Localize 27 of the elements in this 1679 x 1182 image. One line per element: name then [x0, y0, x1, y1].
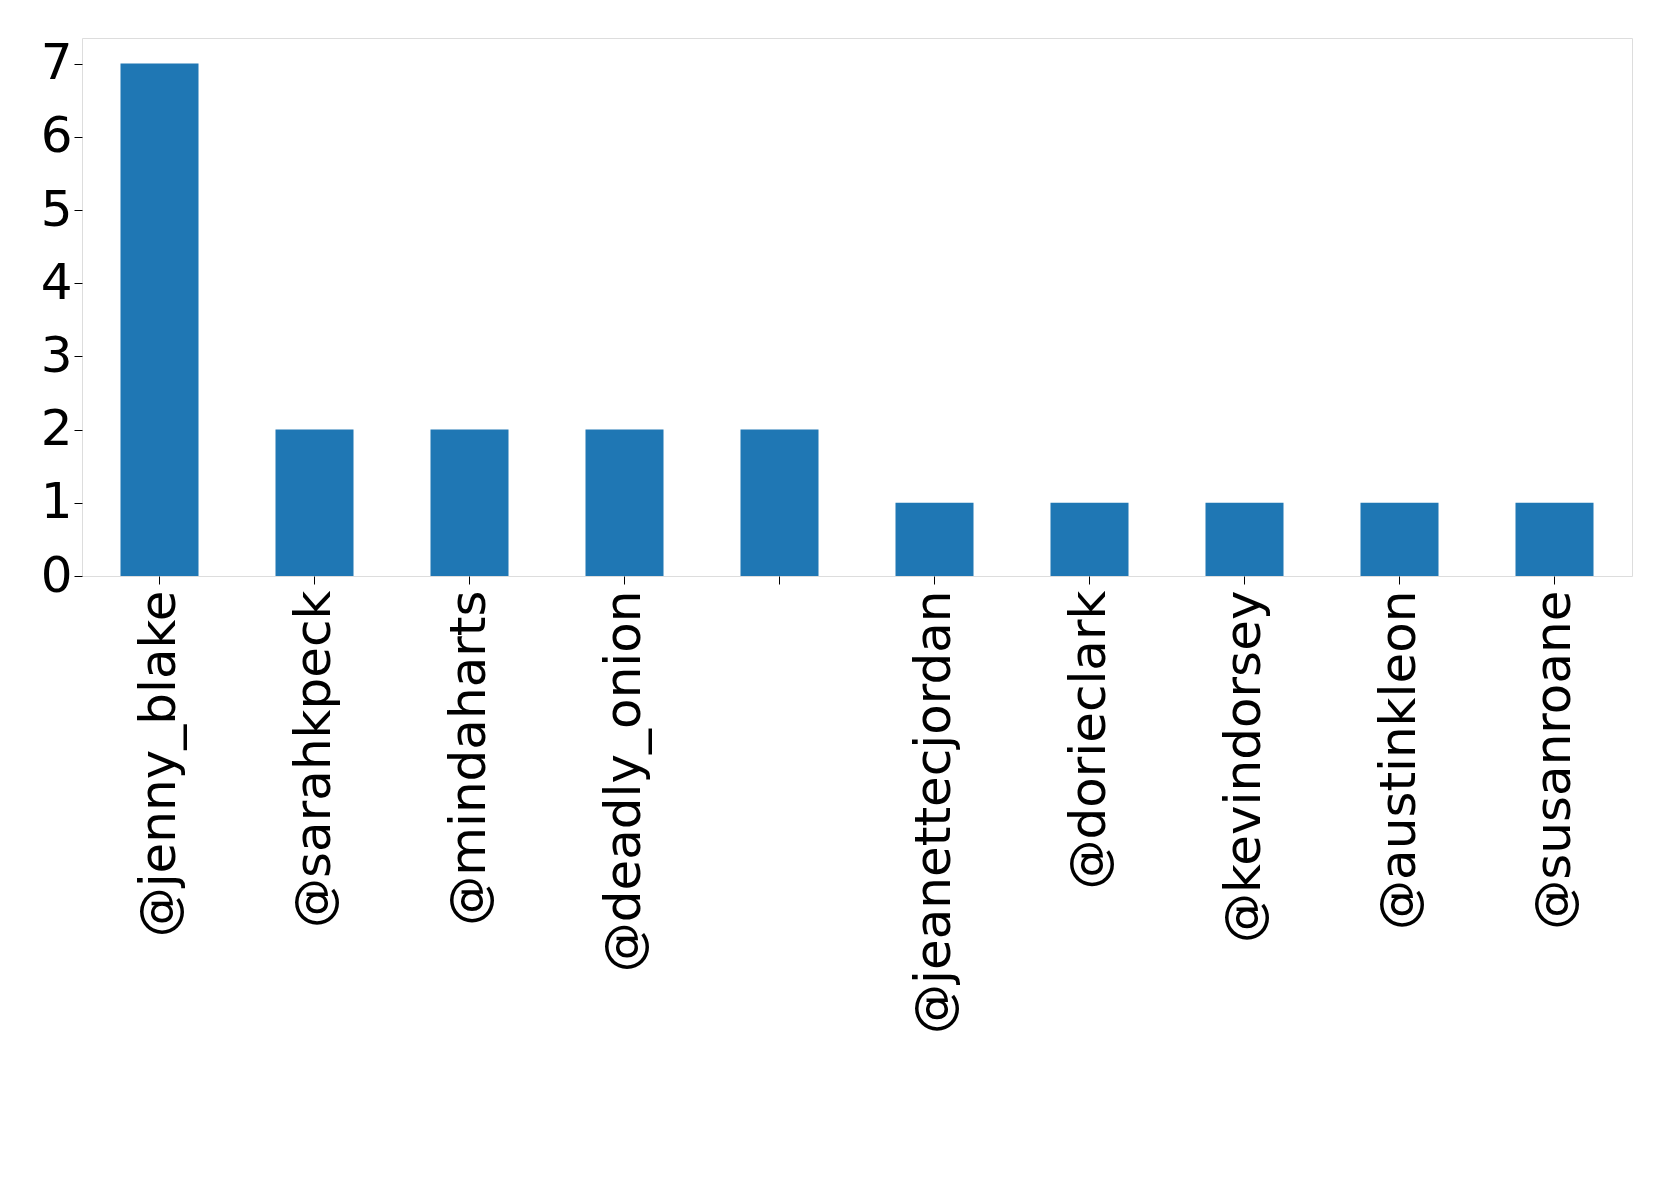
x-tick-label: @sarahkpeck — [283, 590, 342, 928]
y-tick-label: 7 — [40, 33, 73, 92]
x-tick-label: @deadly_onion — [593, 590, 652, 973]
bar — [1515, 502, 1594, 576]
bar — [1360, 502, 1439, 576]
x-tick-label: @austinkleon — [1368, 590, 1427, 930]
x-tick-label: @mindaharts — [438, 590, 497, 926]
y-tick-label: 2 — [40, 399, 73, 458]
bar — [585, 429, 664, 576]
x-tick-label: @jeanettecjordan — [903, 590, 962, 1034]
y-tick-label: 6 — [40, 106, 73, 165]
y-tick-label: 5 — [40, 179, 73, 238]
y-tick-label: 0 — [40, 545, 73, 604]
bar — [275, 429, 354, 576]
bar — [1050, 502, 1129, 576]
x-tick-label: @dorieclark — [1058, 590, 1117, 890]
y-tick-label: 4 — [40, 252, 73, 311]
bar — [895, 502, 974, 576]
x-tick-label: @susanroane — [1523, 590, 1582, 930]
bar — [1205, 502, 1284, 576]
y-tick-label: 1 — [40, 472, 73, 531]
bar — [740, 429, 819, 576]
bar — [120, 63, 199, 576]
bar — [430, 429, 509, 576]
y-tick-label: 3 — [40, 325, 73, 384]
x-tick-label: @kevindorsey — [1213, 590, 1272, 943]
x-tick-label: @jenny_blake — [128, 590, 187, 938]
